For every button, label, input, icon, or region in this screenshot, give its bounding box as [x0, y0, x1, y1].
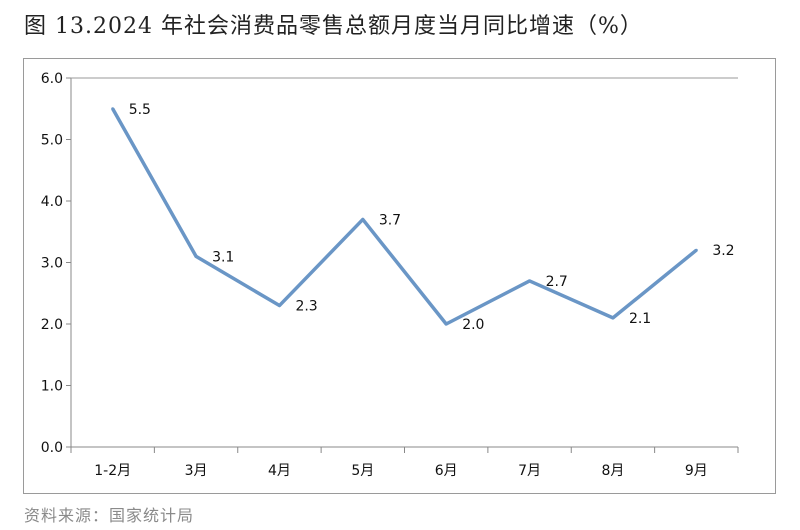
chart-frame — [23, 58, 776, 494]
y-tick-label: 4.0 — [41, 194, 63, 210]
data-label: 2.0 — [462, 317, 484, 333]
y-tick-label: 1.0 — [41, 379, 63, 395]
x-tick-label: 6月 — [435, 463, 458, 479]
data-label: 2.7 — [546, 274, 568, 290]
x-tick-label: 5月 — [351, 463, 374, 479]
data-label: 2.3 — [295, 299, 317, 315]
data-label: 3.2 — [712, 243, 734, 259]
x-tick-label: 3月 — [185, 463, 208, 479]
y-tick-label: 2.0 — [41, 317, 63, 333]
data-label: 3.7 — [379, 212, 401, 228]
source-note: 资料来源：国家统计局 — [24, 506, 195, 525]
data-label: 2.1 — [629, 311, 651, 327]
y-tick-label: 3.0 — [41, 256, 63, 272]
data-label: 3.1 — [212, 249, 234, 265]
data-point — [611, 316, 615, 320]
data-label: 5.5 — [129, 102, 151, 118]
x-tick-label: 1-2月 — [94, 463, 131, 479]
data-point — [444, 322, 448, 326]
y-tick-label: 0.0 — [41, 440, 63, 456]
data-point — [111, 107, 115, 111]
x-tick-label: 4月 — [268, 463, 291, 479]
data-point — [361, 217, 365, 221]
chart-title: 图 13.2024 年社会消费品零售总额月度当月同比增速（%） — [24, 14, 643, 39]
data-point — [277, 304, 281, 308]
x-tick-label: 8月 — [601, 463, 624, 479]
data-point — [528, 279, 532, 283]
data-point — [194, 254, 198, 258]
y-tick-label: 6.0 — [41, 71, 63, 87]
x-tick-label: 9月 — [685, 463, 708, 479]
x-tick-label: 7月 — [518, 463, 541, 479]
y-tick-label: 5.0 — [41, 133, 63, 149]
data-point — [694, 248, 698, 252]
series-line — [111, 107, 698, 326]
